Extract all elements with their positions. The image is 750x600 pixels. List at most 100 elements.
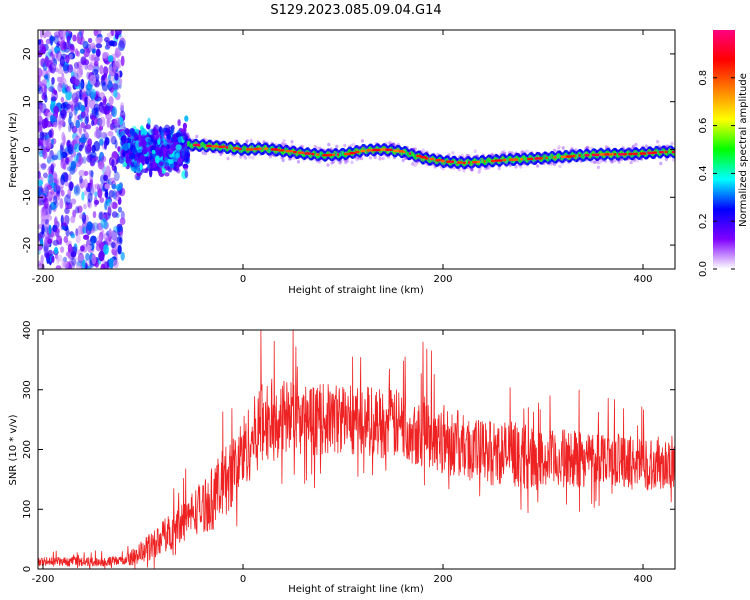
spectrogram-cell	[67, 85, 72, 93]
spectrogram-cell	[184, 115, 189, 122]
spectrogram-cell	[70, 233, 76, 239]
spectrogram-cell	[115, 32, 119, 40]
spectrogram-cell	[75, 228, 79, 237]
spectrogram-cell	[97, 36, 103, 43]
spectrogram-cell	[557, 145, 561, 149]
spectrogram-cell	[245, 139, 249, 143]
spectrogram-cell	[44, 56, 50, 67]
spectrogram-cell	[99, 64, 104, 75]
spectrogram-cell	[67, 243, 73, 253]
y-tick-label: -10	[22, 189, 33, 205]
spectrogram-cell	[122, 142, 129, 151]
spectrogram-cell	[204, 151, 208, 156]
spectrogram-cell	[54, 45, 61, 54]
spectrogram-cell	[60, 96, 65, 103]
spectrogram-cell	[87, 200, 92, 209]
spectrogram-cell	[318, 159, 322, 163]
spectrogram-cell	[83, 203, 87, 210]
spectrogram-cell	[111, 211, 118, 218]
spectrogram-cell	[408, 152, 412, 155]
spectrogram-cell	[51, 231, 56, 238]
spectrogram-cell	[113, 259, 119, 269]
spectrogram-cell	[120, 210, 125, 220]
spectrogram-cell	[472, 161, 478, 164]
spectrogram-cell	[60, 189, 65, 197]
spectrogram-cell	[329, 147, 333, 151]
spectrogram-cell	[149, 162, 153, 169]
spectrogram-cell	[98, 251, 105, 262]
spectrogram-cell	[53, 227, 61, 233]
colorbar-ticks: 0.0 0.2 0.4 0.6 0.8	[698, 70, 735, 277]
spectrogram-cell	[233, 147, 239, 150]
spectrogram-cell	[497, 166, 501, 171]
spectrogram-cell	[38, 162, 41, 174]
spectrogram-cell	[262, 139, 266, 144]
spectrogram-cell	[345, 159, 349, 164]
spectrogram-cell	[73, 143, 80, 153]
spectrogram-cell	[327, 153, 333, 157]
spectrogram-cell	[182, 131, 187, 141]
spectrogram-cell	[470, 167, 474, 172]
spectrogram-cell	[239, 154, 243, 159]
spectrogram-cell	[75, 261, 83, 269]
x-tick-label: 400	[633, 574, 652, 585]
spectrogram-cell	[664, 144, 669, 149]
spectrogram-cell	[47, 154, 52, 160]
spectrogram-cell	[78, 169, 86, 177]
spectrogram-cell	[82, 214, 87, 225]
spectrogram-cell	[476, 154, 480, 158]
top-x-axis-label: Height of straight line (km)	[288, 285, 424, 296]
spectrogram-cell	[93, 111, 100, 119]
spectrogram-cell	[98, 211, 103, 220]
spectrogram-cell	[45, 30, 52, 38]
spectrogram-cell	[44, 186, 49, 196]
spectrogram-cell	[503, 158, 507, 162]
spectrogram-cell	[90, 88, 96, 100]
spectrogram-cell	[53, 195, 58, 205]
spectrogram-cell	[462, 161, 466, 165]
spectrogram-cell	[115, 191, 119, 198]
spectrogram-cell	[536, 164, 540, 168]
spectrogram-cell	[610, 160, 614, 164]
spectrogram-cell	[56, 42, 60, 48]
spectrogram-cell	[413, 163, 417, 168]
spectrogram-cell	[510, 151, 514, 155]
spectrogram-cell	[58, 35, 62, 45]
spectrogram-cell	[117, 244, 122, 255]
spectrogram-cell	[89, 151, 97, 159]
spectrogram-cell	[72, 34, 77, 42]
spectrogram-cell	[219, 152, 223, 157]
spectrogram-cell	[52, 121, 58, 128]
spectrogram-cell	[69, 53, 73, 60]
spectrogram-cell	[411, 162, 415, 166]
spectrogram-cell	[166, 133, 171, 140]
spectrogram-cell	[104, 36, 110, 43]
spectrogram-cell	[385, 148, 393, 151]
spectrogram-cell	[91, 48, 96, 54]
spectrogram-cell	[280, 142, 284, 146]
spectrogram-cell	[86, 221, 93, 231]
spectrogram-cell	[527, 157, 534, 161]
spectrogram-cell	[83, 46, 90, 58]
spectrogram-cell	[304, 152, 311, 155]
spectrogram-cell	[117, 146, 121, 152]
spectrogram-cell	[368, 155, 372, 160]
spectrogram-cell	[107, 66, 112, 74]
spectrogram-cell	[534, 157, 540, 160]
spectrogram-cell	[139, 163, 143, 171]
spectrogram-cell	[44, 74, 49, 80]
spectrogram-cell	[90, 235, 97, 244]
spectrogram-cell	[157, 149, 164, 157]
spectrogram-cell	[62, 256, 68, 262]
spectrogram-cell	[590, 159, 594, 164]
spectrogram-cell	[50, 96, 57, 102]
spectrogram-cell	[64, 41, 71, 50]
spectrogram-cell	[429, 157, 435, 161]
spectrogram-cell	[140, 128, 148, 137]
spectrogram-cell	[91, 54, 97, 62]
spectrogram-cell	[343, 143, 347, 148]
spectrogram-cell	[41, 92, 47, 101]
spectrogram-cell	[114, 139, 118, 149]
spectrogram-cell	[440, 159, 445, 163]
spectrogram-cell	[111, 159, 115, 168]
